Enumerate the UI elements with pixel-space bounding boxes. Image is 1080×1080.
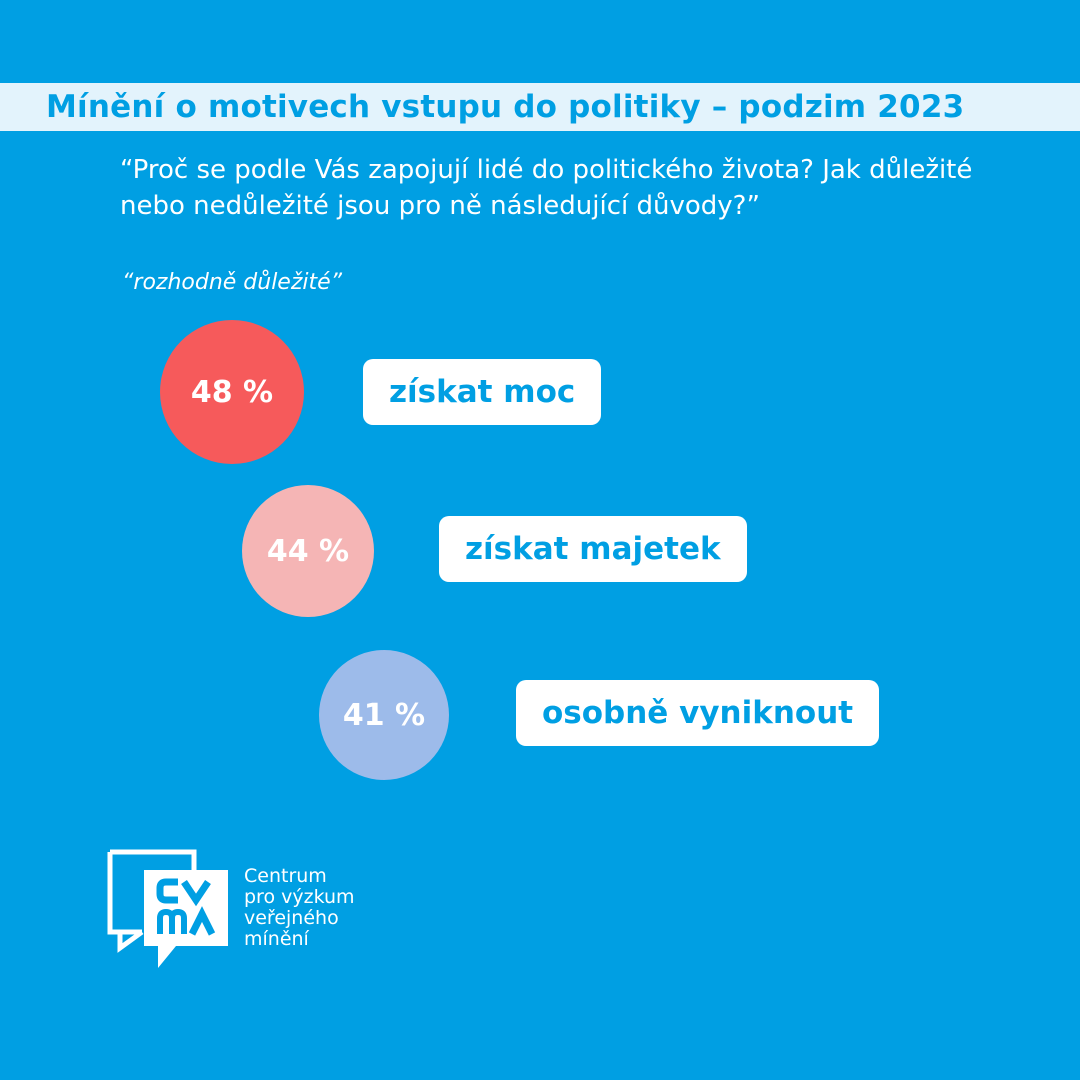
logo-line: Centrum — [244, 865, 327, 887]
category-label-osobne-vyniknout: osobně vyniknout — [516, 680, 880, 746]
cvvm-logo — [107, 849, 228, 968]
value-bubble-osobne-vyniknout: 41 % — [319, 650, 449, 780]
logo-line: veřejného — [244, 907, 339, 929]
logo-line: mínění — [244, 928, 309, 950]
survey-question: “Proč se podle Vás zapojují lidé do poli… — [120, 155, 973, 221]
category-label-ziskat-moc: získat moc — [363, 359, 602, 425]
response-label: “rozhodně důležité” — [122, 270, 343, 295]
value-bubble-ziskat-majetek: 44 % — [242, 485, 374, 617]
page-title: Mínění o motivech vstupu do politiky – p… — [46, 89, 965, 125]
logo-text: Centrum pro výzkum veřejného mínění — [244, 866, 355, 950]
logo-line: pro výzkum — [244, 886, 355, 908]
title-band — [0, 83, 1080, 131]
value-bubble-ziskat-moc: 48 % — [160, 320, 304, 464]
category-label-ziskat-majetek: získat majetek — [439, 516, 747, 582]
